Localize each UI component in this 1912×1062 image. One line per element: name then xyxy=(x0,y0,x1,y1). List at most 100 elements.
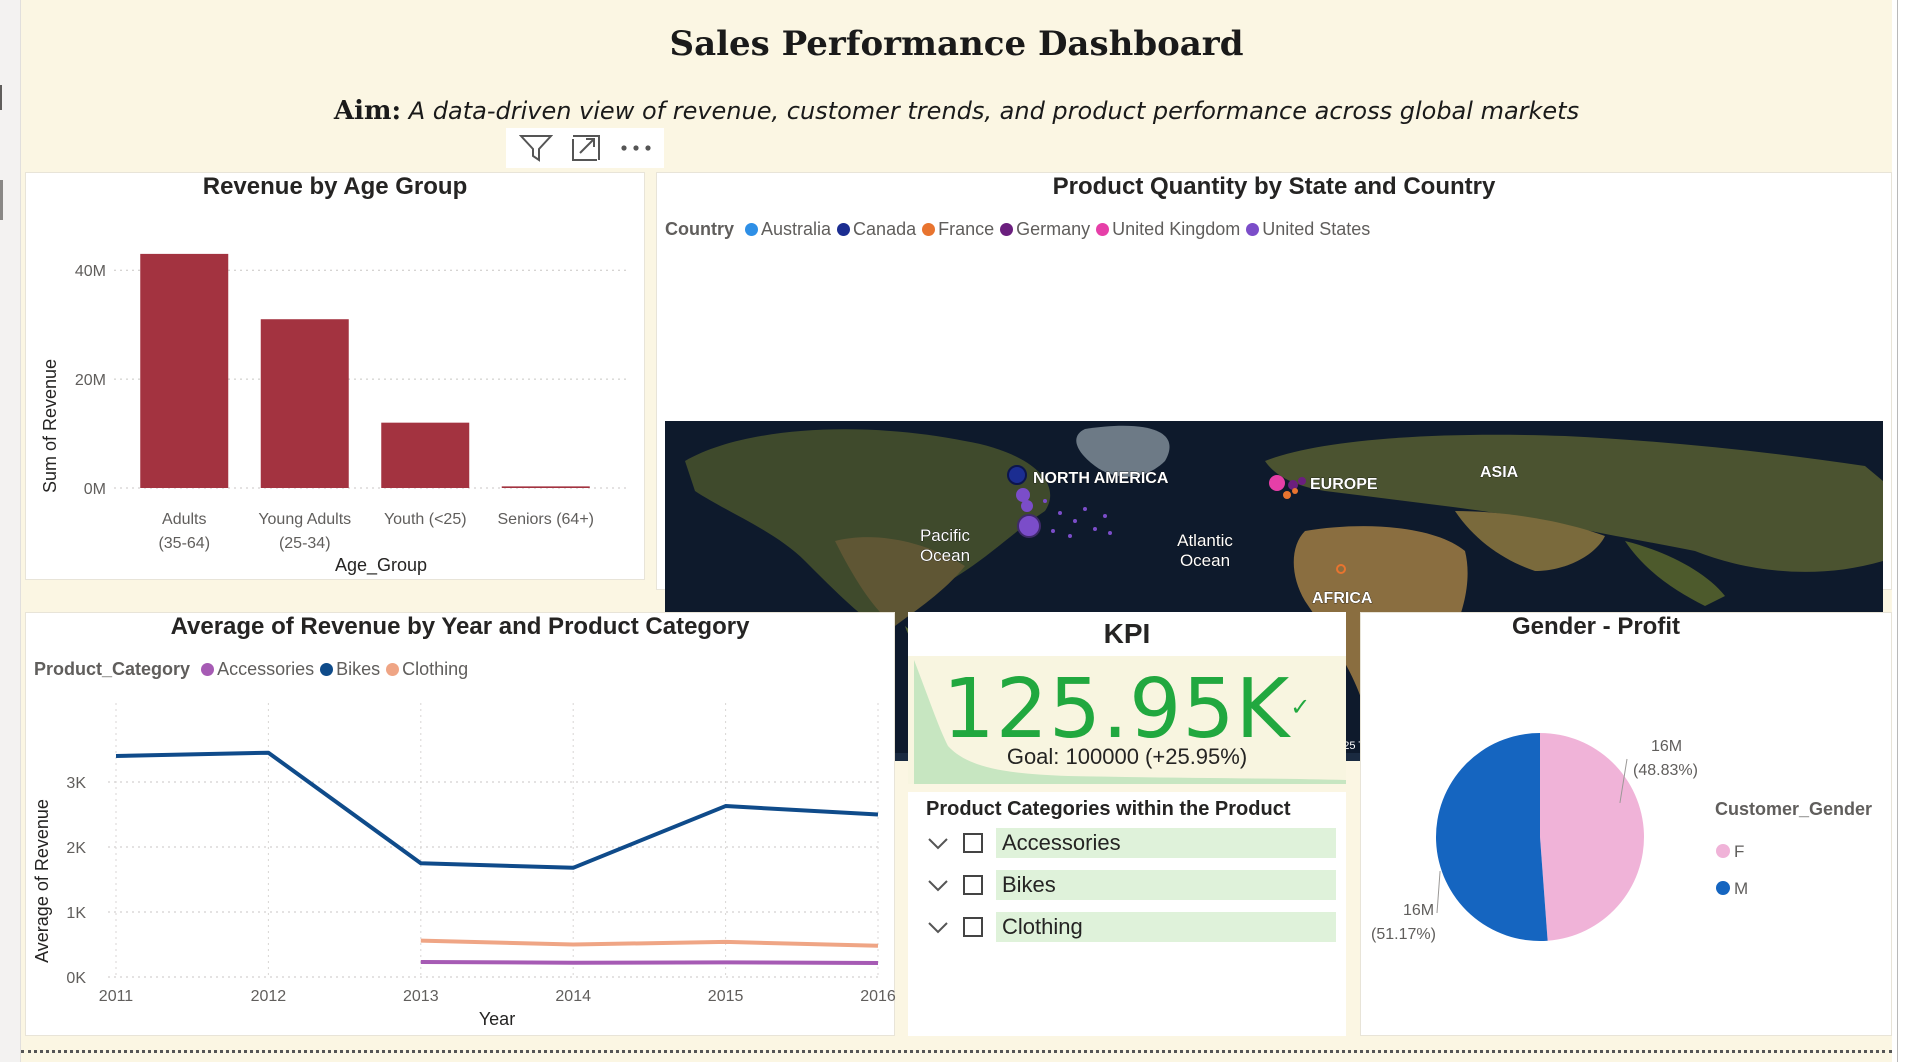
slicer-checkbox[interactable] xyxy=(963,875,983,895)
chevron-down-icon[interactable] xyxy=(925,830,951,856)
pie-legend-label[interactable]: M xyxy=(1734,879,1748,898)
kpi-trend-area xyxy=(908,656,1346,784)
map-legend-label: Germany xyxy=(1016,219,1091,239)
slicer-item-clothing[interactable]: Clothing xyxy=(908,910,1346,944)
age-bar[interactable] xyxy=(501,486,590,488)
map-legend-item[interactable]: Germany xyxy=(1000,219,1090,239)
legend-dot-icon xyxy=(1000,223,1014,236)
map-legend-item[interactable]: France xyxy=(922,219,994,239)
line-legend-label: Accessories xyxy=(217,659,315,679)
map-legend-label: France xyxy=(938,219,995,239)
age-xtick-label: (35-64) xyxy=(158,535,210,552)
line-xtick-label: 2015 xyxy=(708,988,744,1005)
line-chart-title: Average of Revenue by Year and Product C… xyxy=(170,613,750,640)
line-x-axis-title: Year xyxy=(479,1009,515,1029)
product-category-slicer[interactable]: Product Categories within the Product Ac… xyxy=(908,792,1346,1036)
avg-revenue-line-chart: 0K 1K 2K 3K 2011 2012 2013 2014 2015 2016 Year Aver… xyxy=(32,703,896,1029)
map-legend-label: United Kingdom xyxy=(1112,219,1241,239)
kpi-value-text: 125.95K xyxy=(942,662,1291,757)
kpi-panel[interactable]: KPI 125.95K✓ Goal: 100000 (+25.95%) xyxy=(908,612,1346,784)
slicer-item-accessories[interactable]: Accessories xyxy=(908,826,1346,860)
legend-dot-icon xyxy=(386,663,400,676)
age-x-axis-title: Age_Group xyxy=(335,555,427,576)
line-ytick-label: 3K xyxy=(66,775,86,792)
pie-chart-title: Gender - Profit xyxy=(1511,613,1680,640)
chevron-down-icon[interactable] xyxy=(925,914,951,940)
pie-slice-m[interactable] xyxy=(1436,733,1548,941)
legend-dot-icon xyxy=(320,663,334,676)
line-series-bikes[interactable] xyxy=(115,750,879,870)
pie-data-label: 16M xyxy=(1403,902,1434,919)
slicer-title: Product Categories within the Product xyxy=(926,798,1291,820)
line-legend-label: Bikes xyxy=(336,659,381,679)
map-legend-item[interactable]: United States xyxy=(1246,219,1370,239)
line-legend-item[interactable]: Clothing xyxy=(386,659,468,679)
legend-dot-icon xyxy=(837,223,851,236)
left-rail xyxy=(0,0,21,1062)
map-legend-item[interactable]: Canada xyxy=(837,219,916,239)
line-series-clothing[interactable] xyxy=(420,938,879,948)
line-xtick-label: 2013 xyxy=(403,988,439,1005)
map-label-atlantic-2: Ocean xyxy=(1180,551,1230,570)
age-xtick-label: Adults xyxy=(162,511,206,528)
map-label-asia: ASIA xyxy=(1480,464,1519,481)
age-bar[interactable] xyxy=(140,253,229,488)
gender-profit-panel[interactable]: Gender - Profit 16M (48.83%) 16M (51.17%) Cu… xyxy=(1360,612,1892,1036)
focus-mode-icon[interactable] xyxy=(564,128,608,168)
line-legend: Product_Category Accessories Bikes Clothin… xyxy=(34,659,474,680)
kpi-title: KPI xyxy=(1103,618,1151,649)
line-legend-title: Product_Category xyxy=(34,659,191,679)
slicer-checkbox[interactable] xyxy=(963,917,983,937)
pie-leader-line xyxy=(1436,871,1441,914)
aim-statement: Aim: A data-driven view of revenue, cust… xyxy=(21,96,1892,126)
filter-icon[interactable] xyxy=(514,128,558,168)
line-series-accessories[interactable] xyxy=(420,960,879,966)
more-options-icon[interactable] xyxy=(614,128,658,168)
age-xtick-label: Seniors (64+) xyxy=(498,511,595,528)
aim-text: A data-driven view of revenue, customer … xyxy=(401,97,1580,125)
age-ytick-label: 20M xyxy=(75,372,106,389)
slicer-item-label: Accessories xyxy=(996,828,1336,858)
line-legend-item[interactable]: Bikes xyxy=(320,659,380,679)
age-bar[interactable] xyxy=(260,319,349,488)
map-legend-title: Country xyxy=(665,219,734,239)
kpi-goal: Goal: 100000 (+25.95%) xyxy=(1006,744,1248,769)
legend-dot-icon xyxy=(1716,881,1730,895)
line-ytick-label: 0K xyxy=(66,970,86,987)
legend-dot-icon xyxy=(922,223,936,236)
product-quantity-map-panel[interactable]: Product Quantity by State and Country Co… xyxy=(656,172,1892,761)
line-legend-item[interactable]: Accessories xyxy=(201,659,314,679)
line-ytick-label: 2K xyxy=(66,840,86,857)
age-bar[interactable] xyxy=(381,422,470,488)
line-xtick-label: 2011 xyxy=(99,988,134,1005)
map-label-pacific-2: Ocean xyxy=(920,546,970,565)
map-legend-label: Canada xyxy=(853,219,917,239)
pie-leader-line xyxy=(1619,758,1628,804)
map-legend-label: United States xyxy=(1262,219,1371,239)
age-xtick-label: Young Adults xyxy=(258,511,351,528)
map-legend-item[interactable]: United Kingdom xyxy=(1096,219,1240,239)
pie-slice-f[interactable] xyxy=(1540,733,1645,941)
avg-revenue-line-panel[interactable]: Average of Revenue by Year and Product C… xyxy=(25,612,896,1036)
map-label-africa: AFRICA xyxy=(1312,590,1373,607)
age-ytick-label: 0M xyxy=(84,481,106,498)
chevron-down-icon[interactable] xyxy=(925,872,951,898)
map-legend-item[interactable]: Australia xyxy=(745,219,831,239)
legend-dot-icon xyxy=(201,663,215,676)
right-rail xyxy=(1894,0,1912,1062)
pie-legend-label[interactable]: F xyxy=(1734,842,1744,861)
age-xtick-label: (25-34) xyxy=(279,535,331,552)
kpi-check-icon: ✓ xyxy=(1290,693,1312,721)
pie-legend-title: Customer_Gender xyxy=(1715,799,1872,819)
pie-data-label: 16M xyxy=(1651,738,1682,755)
page-divider xyxy=(21,1050,1892,1056)
revenue-by-age-panel[interactable]: Revenue by Age Group 0M 20M 40M Adults (35-6… xyxy=(25,172,645,580)
slicer-checkbox[interactable] xyxy=(963,833,983,853)
slicer-item-bikes[interactable]: Bikes xyxy=(908,868,1346,902)
map-label-europe: EUROPE xyxy=(1310,476,1378,493)
slicer-item-label: Bikes xyxy=(996,870,1336,900)
line-ytick-label: 1K xyxy=(66,905,86,922)
pie-data-pct: (48.83%) xyxy=(1633,762,1698,779)
report-canvas: Sales Performance Dashboard Aim: A data-… xyxy=(21,0,1892,1062)
line-legend-label: Clothing xyxy=(402,659,469,679)
